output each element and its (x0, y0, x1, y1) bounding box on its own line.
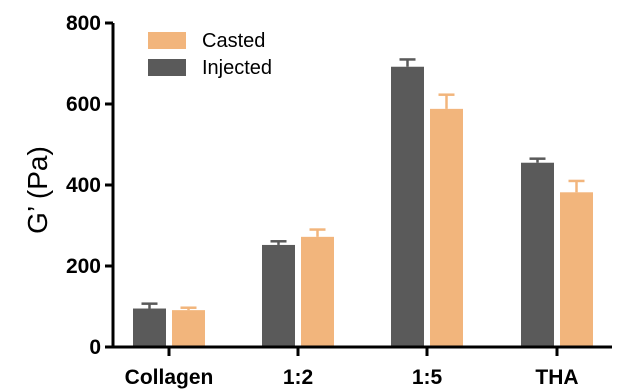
legend: Casted Injected (148, 30, 272, 79)
legend-swatch-casted (148, 32, 186, 49)
y-axis-title: G’ (Pa) (22, 146, 53, 234)
x-tick-label: Collagen (125, 366, 214, 389)
bar-casted-2 (430, 108, 463, 347)
bar-injected-1 (262, 244, 295, 347)
y-tick-label: 0 (89, 336, 101, 359)
legend-label-injected: Injected (202, 57, 272, 79)
bar-injected-0 (133, 308, 166, 347)
legend-label-casted: Casted (202, 30, 265, 52)
y-tick-label: 800 (66, 12, 101, 35)
legend-swatch-injected (148, 59, 186, 76)
x-tick-label: 1:5 (412, 366, 443, 389)
bar-casted-1 (301, 236, 334, 347)
bar-casted-0 (172, 310, 205, 347)
y-tick-label: 600 (66, 93, 101, 116)
x-tick-label: THA (535, 366, 578, 389)
bar-injected-3 (521, 162, 554, 347)
y-tick-label: 200 (66, 255, 101, 278)
bar-injected-2 (391, 66, 424, 348)
x-tick-label: 1:2 (283, 366, 313, 389)
y-tick-label: 400 (66, 174, 101, 197)
bar-casted-3 (560, 192, 593, 347)
plot-area: 0 200 400 600 800 Collagen 1:2 1:5 THA (66, 12, 593, 389)
